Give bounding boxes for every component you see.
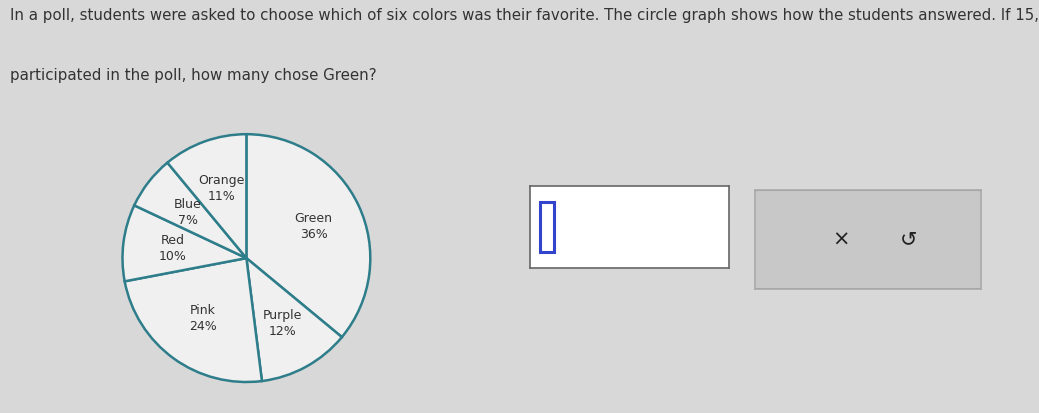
Wedge shape xyxy=(125,258,262,382)
Text: Green
36%: Green 36% xyxy=(295,212,332,241)
Wedge shape xyxy=(167,134,246,258)
FancyBboxPatch shape xyxy=(748,190,988,289)
Text: Blue
7%: Blue 7% xyxy=(174,198,202,227)
Wedge shape xyxy=(123,205,246,281)
Wedge shape xyxy=(246,134,370,337)
Text: Purple
12%: Purple 12% xyxy=(263,309,302,338)
Text: participated in the poll, how many chose Green?: participated in the poll, how many chose… xyxy=(10,68,377,83)
Wedge shape xyxy=(246,258,342,381)
Wedge shape xyxy=(134,163,246,258)
Text: Orange
11%: Orange 11% xyxy=(198,173,244,203)
Text: Pink
24%: Pink 24% xyxy=(189,304,216,333)
Text: In a poll, students were asked to choose which of six colors was their favorite.: In a poll, students were asked to choose… xyxy=(10,8,1039,23)
Text: Red
10%: Red 10% xyxy=(159,234,187,263)
Text: ↺: ↺ xyxy=(900,230,917,249)
Text: ×: × xyxy=(832,230,850,249)
